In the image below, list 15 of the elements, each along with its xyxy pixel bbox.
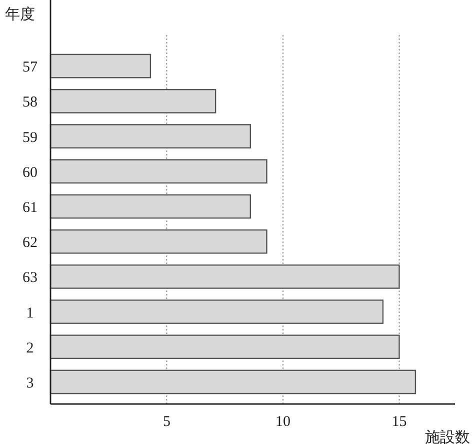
xlabel: 施設数 xyxy=(425,430,470,446)
y-tick: 57 xyxy=(22,60,38,76)
y-tick: 60 xyxy=(22,164,38,181)
y-tick: 3 xyxy=(26,375,34,392)
y-tick: 58 xyxy=(22,94,38,111)
y-tick: 61 xyxy=(22,200,38,216)
y-tick: 2 xyxy=(26,340,34,356)
y-tick: 62 xyxy=(22,235,38,252)
x-tick: 15 xyxy=(392,414,407,430)
y-tick: 63 xyxy=(22,270,38,286)
ylabel: 年度 xyxy=(5,7,35,23)
y-tick: 1 xyxy=(26,305,34,322)
y-tick: 59 xyxy=(22,130,38,146)
x-tick: 10 xyxy=(275,414,290,430)
x-tick: 5 xyxy=(162,414,170,430)
